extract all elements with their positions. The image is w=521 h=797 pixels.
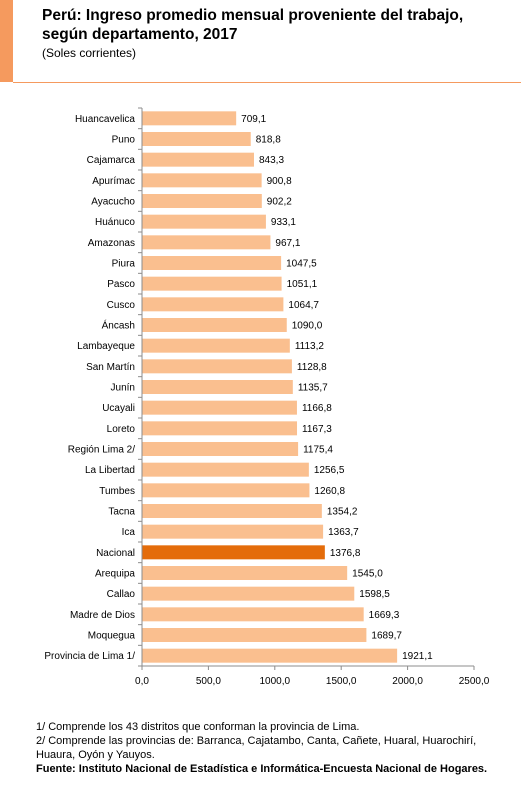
bar-la-libertad [142, 462, 309, 477]
bar-apurimac [142, 173, 262, 188]
category-label-ucayali: Ucayali [102, 403, 135, 414]
category-label-ica: Ica [122, 527, 136, 538]
value-label-tumbes: 1260,8 [314, 486, 345, 497]
category-label-madre-de-dios: Madre de Dios [70, 610, 135, 621]
bar-huancavelica [142, 111, 237, 126]
bar-tacna [142, 504, 322, 518]
x-tick-label: 2000,0 [392, 676, 423, 687]
value-label-lambayeque: 1113,2 [295, 341, 325, 352]
category-label-puno: Puno [112, 135, 136, 146]
value-label-madre-de-dios: 1669,3 [369, 610, 400, 621]
x-tick-label: 2500,0 [459, 676, 490, 687]
x-tick-label: 1000,0 [260, 676, 291, 687]
category-label-la-libertad: La Libertad [85, 465, 135, 476]
value-label-provincia-de-lima-1: 1921,1 [402, 651, 433, 662]
bar-region-lima-2 [142, 442, 299, 456]
category-label-region-lima-2: Región Lima 2/ [68, 445, 135, 456]
category-label-pasco: Pasco [107, 279, 135, 290]
value-label-amazonas: 967,1 [275, 238, 300, 249]
value-label-huancavelica: 709,1 [241, 114, 266, 125]
bar-moquegua [142, 628, 367, 642]
bar-junin [142, 380, 293, 394]
value-label-callao: 1598,5 [359, 589, 390, 600]
category-label-tacna: Tacna [108, 507, 135, 518]
bar-ayacucho [142, 194, 262, 208]
footnotes: 1/ Comprende los 43 distritos que confor… [36, 720, 516, 776]
category-label-amazonas: Amazonas [88, 238, 135, 249]
footnote-1: 1/ Comprende los 43 distritos que confor… [36, 721, 360, 733]
bar-san-martin [142, 359, 292, 374]
category-label-lambayeque: Lambayeque [77, 341, 135, 352]
bar-cajamarca [142, 152, 254, 167]
chart-subtitle: (Soles corrientes) [42, 46, 137, 60]
value-label-junin: 1135,7 [298, 383, 328, 394]
value-label-apurimac: 900,8 [267, 176, 292, 187]
category-label-callao: Callao [107, 589, 136, 600]
bar-lambayeque [142, 338, 290, 353]
category-label-cusco: Cusco [107, 300, 136, 311]
value-label-arequipa: 1545,0 [352, 569, 383, 580]
category-label-provincia-de-lima-1: Provincia de Lima 1/ [44, 651, 135, 662]
category-label-junin: Junín [111, 383, 135, 394]
value-label-san-martin: 1128,8 [297, 362, 327, 373]
value-label-ancash: 1090,0 [292, 321, 323, 332]
category-label-huancavelica: Huancavelica [75, 114, 135, 125]
category-label-cajamarca: Cajamarca [87, 155, 136, 166]
x-tick-label: 1500,0 [326, 676, 357, 687]
bar-cusco [142, 297, 284, 312]
value-label-tacna: 1354,2 [327, 507, 358, 518]
bar-provincia-de-lima-1 [142, 648, 398, 663]
bar-ica [142, 524, 324, 539]
category-label-piura: Piura [112, 259, 136, 270]
footnote-2: 2/ Comprende las provincias de: Barranca… [36, 735, 477, 761]
bar-puno [142, 132, 251, 146]
value-label-cusco: 1064,7 [288, 300, 319, 311]
category-label-apurimac: Apurímac [92, 176, 135, 187]
category-label-nacional: Nacional [96, 548, 135, 559]
value-label-ica: 1363,7 [328, 527, 359, 538]
category-label-tumbes: Tumbes [99, 486, 135, 497]
bar-pasco [142, 276, 282, 291]
header-accent-bar [0, 0, 13, 82]
value-label-loreto: 1167,3 [302, 424, 332, 435]
bar-chart: Huancavelica 709,1 Puno 818,8 Cajamarca 843,3… [44, 107, 490, 687]
value-label-la-libertad: 1256,5 [314, 465, 345, 476]
value-label-ayacucho: 902,2 [267, 197, 292, 208]
bar-tumbes [142, 483, 310, 498]
chart-title: Perú: Ingreso promedio mensual provenien… [42, 7, 464, 43]
category-label-san-martin: San Martín [86, 362, 135, 373]
category-label-huanuco: Huánuco [95, 217, 135, 228]
value-label-huanuco: 933,1 [271, 217, 296, 228]
bar-madre-de-dios [142, 607, 364, 622]
value-label-piura: 1047,5 [286, 259, 317, 270]
bar-ucayali [142, 400, 297, 415]
value-label-cajamarca: 843,3 [259, 155, 284, 166]
bar-nacional [142, 545, 325, 560]
value-label-moquegua: 1689,7 [371, 631, 402, 642]
header-rule [13, 82, 521, 83]
value-label-nacional: 1376,8 [330, 548, 361, 559]
bar-amazonas [142, 235, 271, 250]
value-label-pasco: 1051,1 [287, 279, 318, 290]
bar-arequipa [142, 566, 348, 580]
value-label-region-lima-2: 1175,4 [303, 445, 333, 456]
category-label-moquegua: Moquegua [88, 631, 136, 642]
bar-huanuco [142, 214, 266, 229]
x-tick-label: 500,0 [196, 676, 221, 687]
bar-loreto [142, 421, 298, 436]
value-label-puno: 818,8 [256, 135, 281, 146]
category-label-arequipa: Arequipa [95, 569, 135, 580]
category-label-ancash: Áncash [102, 319, 135, 332]
bar-ancash [142, 318, 287, 332]
category-label-ayacucho: Ayacucho [91, 197, 135, 208]
category-label-loreto: Loreto [107, 424, 136, 435]
source-note: Fuente: Instituto Nacional de Estadístic… [36, 763, 488, 775]
bar-piura [142, 256, 282, 270]
bar-callao [142, 586, 355, 601]
value-label-ucayali: 1166,8 [302, 403, 332, 414]
x-tick-label: 0,0 [135, 676, 149, 687]
